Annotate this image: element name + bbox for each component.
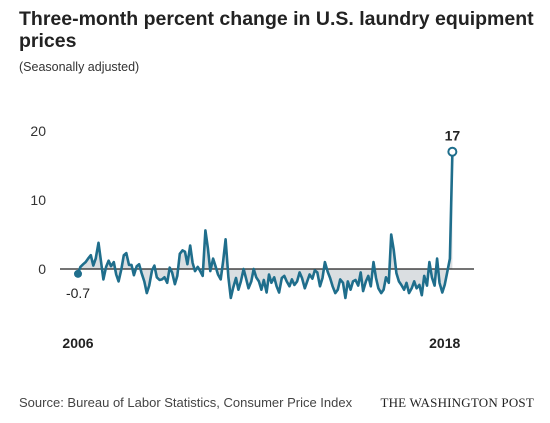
line-chart: 0 10 20 2006 2018 -0.7 17	[30, 123, 474, 351]
y-tick-label: 10	[30, 192, 46, 208]
series-line	[76, 151, 454, 300]
start-point-marker	[74, 269, 82, 278]
x-tick-label: 2006	[62, 335, 93, 351]
data-points	[74, 146, 458, 278]
end-point-marker	[447, 146, 458, 157]
source-note: Source: Bureau of Labor Statistics, Cons…	[19, 395, 353, 410]
publisher-logo: THE WASHINGTON POST	[380, 395, 534, 410]
y-axis-ticks: 0 10 20	[30, 123, 46, 277]
x-tick-label: 2018	[429, 335, 460, 351]
y-tick-label: 0	[38, 261, 46, 277]
x-axis-ticks: 2006 2018	[62, 335, 460, 351]
annotation-start-value: -0.7	[66, 285, 90, 301]
annotations: -0.7 17	[66, 128, 460, 301]
annotation-end-value: 17	[445, 128, 461, 144]
y-tick-label: 20	[30, 123, 46, 139]
chart-subtitle: (Seasonally adjusted)	[19, 60, 140, 74]
chart-title: Three-month percent change in U.S. laund…	[19, 8, 534, 52]
